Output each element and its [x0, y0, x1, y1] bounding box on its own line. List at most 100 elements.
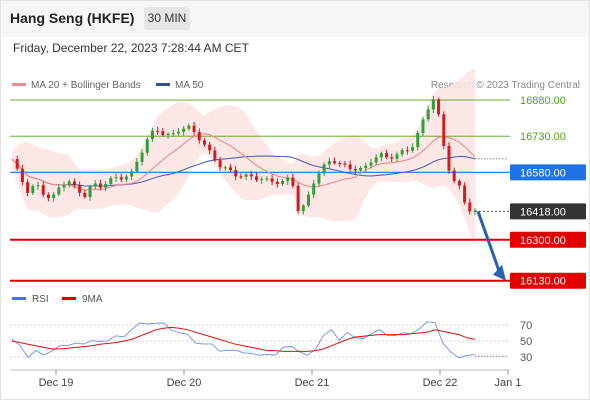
candle-body	[26, 182, 30, 193]
timestamp: Friday, December 22, 2023 7:28:44 AM CET	[13, 41, 249, 55]
candle-body	[442, 114, 446, 146]
level-tag-3	[510, 203, 586, 220]
candle-body	[135, 161, 139, 172]
candle-body	[171, 133, 175, 135]
candle-body	[176, 131, 180, 134]
candle-body	[145, 139, 149, 153]
candle-body	[374, 157, 378, 163]
projection-arrowhead	[493, 264, 506, 281]
candle-body	[78, 185, 82, 193]
candle-body	[322, 164, 326, 174]
candle-body	[317, 173, 321, 184]
candle-body	[213, 150, 217, 161]
candle-body	[452, 170, 456, 181]
level-tag-4	[510, 231, 586, 248]
candle-body	[286, 177, 290, 182]
candle-body	[281, 181, 285, 185]
instrument-title: Hang Seng (HKFE)	[10, 10, 135, 26]
candle-body	[156, 130, 160, 132]
ma50-swatch	[156, 82, 170, 86]
candle-body	[67, 181, 71, 186]
level-label-2: 16580.00	[520, 167, 566, 179]
osc-tick-label-70: 70	[520, 320, 532, 332]
candle-body	[468, 202, 472, 212]
candle-body	[437, 99, 441, 115]
candle-body	[202, 140, 206, 145]
candle-body	[390, 157, 394, 159]
level-label-4: 16300.00	[520, 235, 566, 247]
candle-body	[343, 163, 347, 165]
candle-body	[187, 125, 191, 129]
legend-ma20: MA 20 + Bollinger Bands	[12, 80, 141, 91]
candle-body	[369, 162, 373, 166]
candle-body	[333, 161, 337, 164]
projection-arrow	[476, 210, 501, 272]
candle-body	[260, 179, 264, 181]
candle-body	[208, 144, 212, 151]
ma50-label: MA 50	[175, 80, 204, 91]
osc-tick-label-50: 50	[520, 336, 532, 348]
candle-body	[109, 178, 113, 184]
candle-body	[275, 181, 279, 185]
level-label-5: 16130.00	[520, 276, 566, 288]
candle-body	[31, 186, 35, 193]
candle-body	[119, 177, 123, 180]
candle-body	[379, 153, 383, 158]
candle-body	[88, 186, 92, 198]
candle-body	[140, 152, 144, 162]
candle-body	[385, 153, 389, 158]
candle-body	[239, 176, 243, 178]
ma9-legend-swatch	[62, 297, 76, 300]
candle-body	[255, 176, 259, 181]
candle-body	[161, 131, 165, 136]
candle-body	[307, 194, 311, 206]
candle-body	[15, 159, 19, 169]
level-label-1: 16730.00	[520, 131, 566, 143]
candle-body	[249, 174, 253, 177]
candle-body	[52, 194, 56, 199]
candle-body	[104, 183, 108, 188]
candle-body	[473, 210, 477, 212]
header-bar	[1, 1, 589, 37]
ma9-legend-label: 9MA	[82, 294, 103, 305]
candle-body	[62, 185, 66, 188]
candle-body	[400, 150, 404, 155]
candle-body	[421, 119, 425, 133]
candle-body	[41, 185, 45, 195]
x-tick-label-1: Dec 20	[167, 377, 202, 389]
candle-body	[457, 180, 461, 186]
credit-text: Research © 2023 Trading Central	[430, 80, 580, 91]
candle-body	[348, 164, 352, 170]
timeframe-button[interactable]: 30 MIN	[144, 7, 190, 30]
candle-body	[364, 165, 368, 168]
ma20-label: MA 20 + Bollinger Bands	[31, 80, 141, 91]
candle-body	[46, 194, 50, 199]
candle-body	[296, 185, 300, 212]
candle-body	[130, 171, 134, 177]
candle-body	[83, 192, 87, 198]
rsi-line	[11, 321, 476, 359]
candle-body	[166, 133, 170, 136]
candle-body	[291, 177, 295, 186]
candle-body	[327, 161, 331, 165]
ma50-line	[11, 155, 476, 187]
candle-body	[359, 167, 363, 171]
x-tick-label-3: Dec 22	[423, 377, 458, 389]
x-tick-label-0: Dec 19	[39, 377, 74, 389]
x-tick-label-4: Jan 1	[495, 377, 522, 389]
ma20-swatch	[12, 82, 26, 86]
candle-body	[182, 128, 186, 132]
candle-body	[20, 168, 24, 183]
candle-body	[447, 145, 451, 171]
candle-body	[353, 169, 357, 171]
candle-body	[98, 183, 102, 188]
legend-ma50: MA 50	[156, 80, 203, 91]
candle-body	[301, 205, 305, 212]
candle-body	[72, 181, 76, 186]
osc-tick-label-30: 30	[520, 352, 532, 364]
candle-body	[192, 125, 196, 132]
candle-body	[426, 109, 430, 120]
candle-body	[234, 170, 238, 177]
candle-body	[124, 176, 128, 180]
